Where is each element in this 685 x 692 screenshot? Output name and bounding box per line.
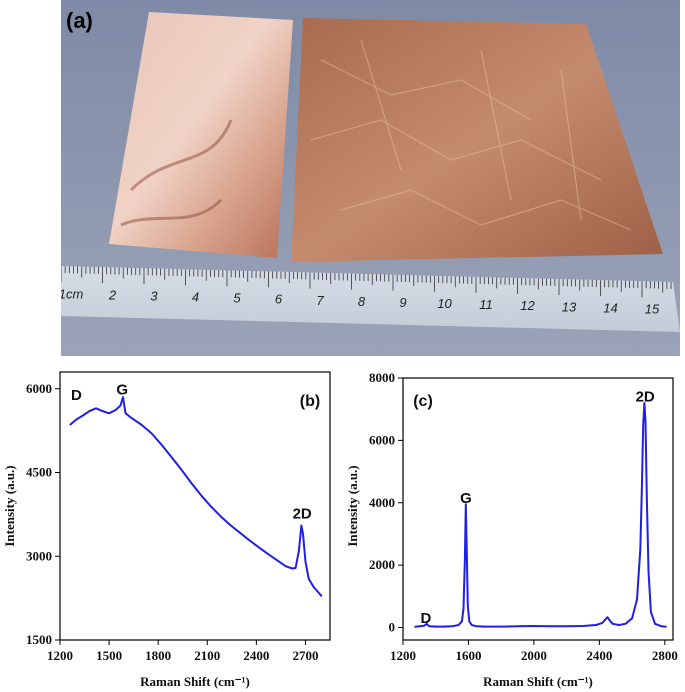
x-tick-label: 1500 <box>96 648 122 663</box>
y-axis-title: Intensity (a.u.) <box>2 465 17 546</box>
right-foil-wrinkles <box>310 39 632 231</box>
y-tick-label: 3000 <box>26 548 52 563</box>
ruler-label: 14 <box>603 300 617 315</box>
ruler-label: 9 <box>399 295 406 310</box>
ruler-label: 1cm <box>61 286 83 301</box>
x-tick-label: 2100 <box>194 648 220 663</box>
spectrum-line <box>69 396 323 598</box>
y-tick-label: 6000 <box>26 381 52 396</box>
x-tick-label: 2800 <box>652 648 678 663</box>
ruler-label: 3 <box>150 288 158 303</box>
panel-c-label: (c) <box>413 393 433 410</box>
raman-chart-c: 1200 1600 2000 2400 2800 0 2000 4000 6000 8000 D G 2… <box>345 370 678 689</box>
peak-label-2d: 2D <box>293 505 312 522</box>
ruler-label: 4 <box>192 290 199 305</box>
ruler-label: 8 <box>358 294 366 309</box>
ruler-label: 2 <box>108 287 117 302</box>
x-tick-label: 1800 <box>145 648 171 663</box>
y-axis-title: Intensity (a.u.) <box>345 465 360 546</box>
ruler <box>61 266 680 332</box>
ruler-label: 13 <box>562 299 577 314</box>
raman-chart-b: 1200 1500 1800 2100 2400 27001500300045006000… <box>2 371 331 689</box>
ruler-label: 11 <box>479 297 493 312</box>
x-tick-label: 2000 <box>521 648 547 663</box>
y-tick-label: 6000 <box>369 432 395 447</box>
plot-frame <box>59 371 331 641</box>
right-copper-foil <box>291 18 663 262</box>
x-tick-label: 1200 <box>47 648 73 663</box>
x-tick-label: 1200 <box>390 648 416 663</box>
x-tick-label: 2400 <box>586 648 612 663</box>
ruler-label: 6 <box>275 292 283 307</box>
plot-frame <box>402 377 674 641</box>
ruler-ticks <box>61 266 672 298</box>
x-axis-title: Raman Shift (cm⁻¹) <box>140 674 250 689</box>
y-tick-label: 0 <box>389 620 396 635</box>
peak-label-d: D <box>420 610 431 627</box>
ruler-label: 10 <box>437 296 452 311</box>
panel-b-label: (b) <box>300 393 320 410</box>
ruler-labels: 1cm2345678910111213141516 <box>61 286 660 316</box>
peak-label-2d: 2D <box>636 388 655 405</box>
peak-label-g: G <box>460 490 472 507</box>
x-axis-title: Raman Shift (cm⁻¹) <box>483 674 593 689</box>
panel-a-label: (a) <box>66 8 93 33</box>
ruler-label: 15 <box>645 301 660 316</box>
ruler-label: 5 <box>233 291 241 306</box>
y-tick-label: 2000 <box>369 557 395 572</box>
spectrum-line <box>414 402 667 628</box>
y-tick-label: 1500 <box>26 632 52 647</box>
peak-label-g: G <box>116 381 128 398</box>
x-tick-label: 2400 <box>243 648 269 663</box>
x-tick-label: 1600 <box>455 648 481 663</box>
peak-label-d: D <box>71 387 82 404</box>
ruler-label: 7 <box>316 293 324 308</box>
ruler-label: 12 <box>520 298 535 313</box>
left-copper-foil <box>109 12 293 258</box>
y-tick-label: 8000 <box>369 370 395 385</box>
x-tick-label: 2700 <box>292 648 318 663</box>
copper-foil-photo: 1cm2345678910111213141516 <box>61 0 680 356</box>
left-foil-crease <box>120 119 233 227</box>
y-tick-label: 4500 <box>26 465 52 480</box>
y-tick-label: 4000 <box>369 495 395 510</box>
